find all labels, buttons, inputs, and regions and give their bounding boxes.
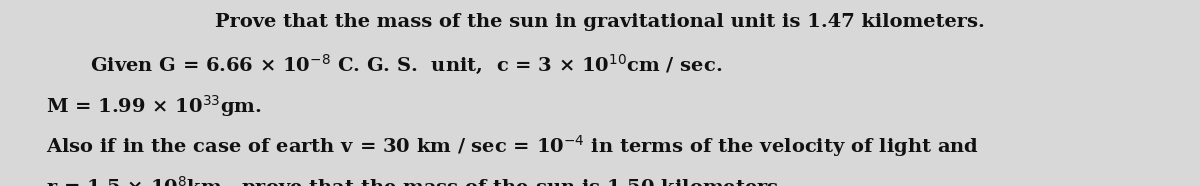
Text: r = 1.5 × 10$^{8}$km,  prove that the mass of the sun is 1.50 kilometers.: r = 1.5 × 10$^{8}$km, prove that the mas… — [46, 174, 785, 186]
Text: M = 1.99 × 10$^{33}$gm.: M = 1.99 × 10$^{33}$gm. — [46, 93, 262, 119]
Text: Prove that the mass of the sun in gravitational unit is 1.47 kilometers.: Prove that the mass of the sun in gravit… — [215, 13, 985, 31]
Text: Also if in the case of earth v = 30 km / sec = 10$^{-4}$ in terms of the velocit: Also if in the case of earth v = 30 km /… — [46, 133, 979, 159]
Text: Given G = 6.66 × 10$^{-8}$ C. G. S.  unit,  c = 3 × 10$^{10}$cm / sec.: Given G = 6.66 × 10$^{-8}$ C. G. S. unit… — [90, 52, 722, 76]
